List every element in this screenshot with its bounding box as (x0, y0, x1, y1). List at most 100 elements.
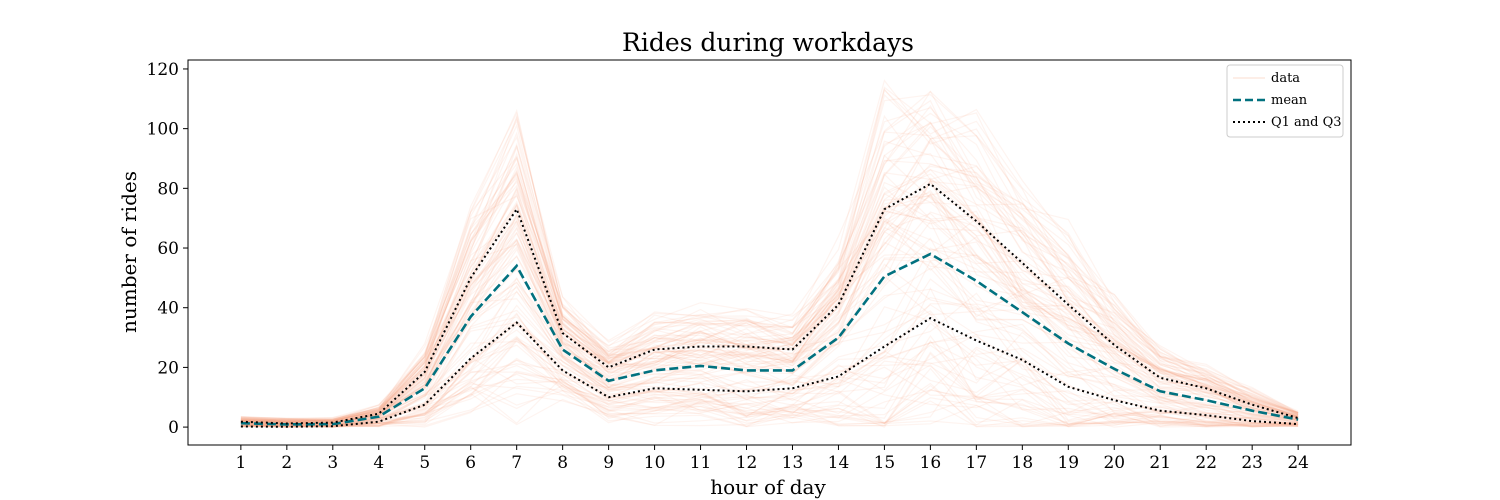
data-line (240, 288, 1299, 428)
data-line (240, 192, 1299, 423)
data-line (240, 230, 1299, 426)
data-line (240, 340, 1299, 428)
data-line (240, 304, 1299, 427)
q1-line (240, 317, 1299, 428)
y-axis-label: number of rides (117, 171, 141, 333)
q3-line (240, 182, 1299, 425)
data-line (240, 323, 1299, 427)
data-lines (240, 79, 1299, 428)
data-line (240, 179, 1299, 424)
data-line (240, 348, 1299, 428)
data-line (240, 165, 1299, 423)
legend: data mean Q1 and Q3 (1226, 64, 1344, 138)
data-line (240, 154, 1299, 424)
data-line (240, 88, 1299, 420)
data-line (240, 114, 1299, 421)
data-line (240, 357, 1299, 428)
data-line (240, 159, 1299, 422)
data-line (240, 275, 1299, 426)
data-line (240, 287, 1299, 428)
y-tick-label: 0 (168, 418, 179, 438)
data-line (240, 173, 1299, 423)
x-tick-label: 12 (736, 453, 758, 473)
y-tick-label: 60 (157, 239, 179, 259)
data-line (240, 337, 1299, 428)
x-tick-label: 7 (511, 453, 522, 473)
data-line (240, 188, 1299, 425)
data-line (240, 217, 1299, 425)
data-line (240, 90, 1299, 421)
y-tick-label: 80 (157, 179, 179, 199)
x-tick-label: 5 (419, 453, 430, 473)
legend-box (1226, 64, 1344, 138)
data-line (240, 99, 1299, 422)
data-line (240, 213, 1299, 424)
series-lines (240, 182, 1299, 428)
data-line (240, 210, 1299, 425)
data-line (240, 335, 1299, 428)
data-line (240, 246, 1299, 426)
data-line (240, 382, 1299, 428)
data-line (240, 364, 1299, 428)
data-line (240, 200, 1299, 425)
data-line (240, 344, 1299, 428)
data-line (240, 278, 1299, 426)
data-line (240, 373, 1299, 428)
data-line (240, 79, 1299, 420)
data-line (240, 191, 1299, 423)
data-line (240, 165, 1299, 422)
data-line (240, 263, 1299, 426)
plot-frame (187, 59, 1352, 446)
data-line (240, 296, 1299, 426)
x-tick-label: 8 (557, 453, 568, 473)
data-line (240, 277, 1299, 428)
x-axis: 1 2 3 4 5 6 7 8 9 10 11 12 13 14 15 16 17 18 19 20 21 22 23 24 (235, 445, 1309, 473)
data-line (240, 94, 1299, 419)
x-tick-label: 17 (966, 453, 988, 473)
data-line (240, 90, 1299, 421)
data-line (240, 241, 1299, 425)
data-line (240, 367, 1299, 428)
x-tick-label: 9 (603, 453, 614, 473)
x-tick-label: 4 (373, 453, 384, 473)
data-line (240, 381, 1299, 426)
x-tick-label: 2 (281, 453, 292, 473)
data-line (240, 138, 1299, 422)
y-tick-label: 100 (147, 120, 179, 140)
data-line (240, 121, 1299, 422)
x-tick-label: 18 (1012, 453, 1034, 473)
data-line (240, 247, 1299, 426)
y-tick-label: 20 (157, 358, 179, 378)
y-tick-label: 120 (147, 60, 179, 80)
y-axis: 0 20 40 60 80 100 120 (147, 60, 188, 438)
data-line (240, 322, 1299, 428)
data-line (240, 201, 1299, 423)
data-line (240, 181, 1299, 424)
x-tick-label: 15 (874, 453, 896, 473)
x-tick-label: 6 (465, 453, 476, 473)
x-tick-label: 13 (782, 453, 804, 473)
data-line (240, 306, 1299, 427)
data-line (240, 89, 1299, 420)
x-tick-label: 11 (690, 453, 712, 473)
data-line (240, 340, 1299, 427)
data-line (240, 346, 1299, 428)
data-line (240, 193, 1299, 424)
legend-label: data (1271, 71, 1300, 86)
data-line (240, 112, 1299, 423)
x-tick-label: 20 (1103, 453, 1125, 473)
x-tick-label: 21 (1149, 453, 1171, 473)
data-line (240, 220, 1299, 424)
x-tick-label: 1 (235, 453, 246, 473)
data-line (240, 144, 1299, 423)
data-line (240, 359, 1299, 428)
data-line (240, 371, 1299, 428)
data-line (240, 112, 1299, 421)
data-line (240, 202, 1299, 425)
x-axis-label: hour of day (710, 475, 826, 499)
data-line (240, 108, 1299, 422)
x-tick-label: 14 (828, 453, 850, 473)
data-line (240, 169, 1299, 421)
data-line (240, 322, 1299, 427)
x-tick-label: 3 (327, 453, 338, 473)
